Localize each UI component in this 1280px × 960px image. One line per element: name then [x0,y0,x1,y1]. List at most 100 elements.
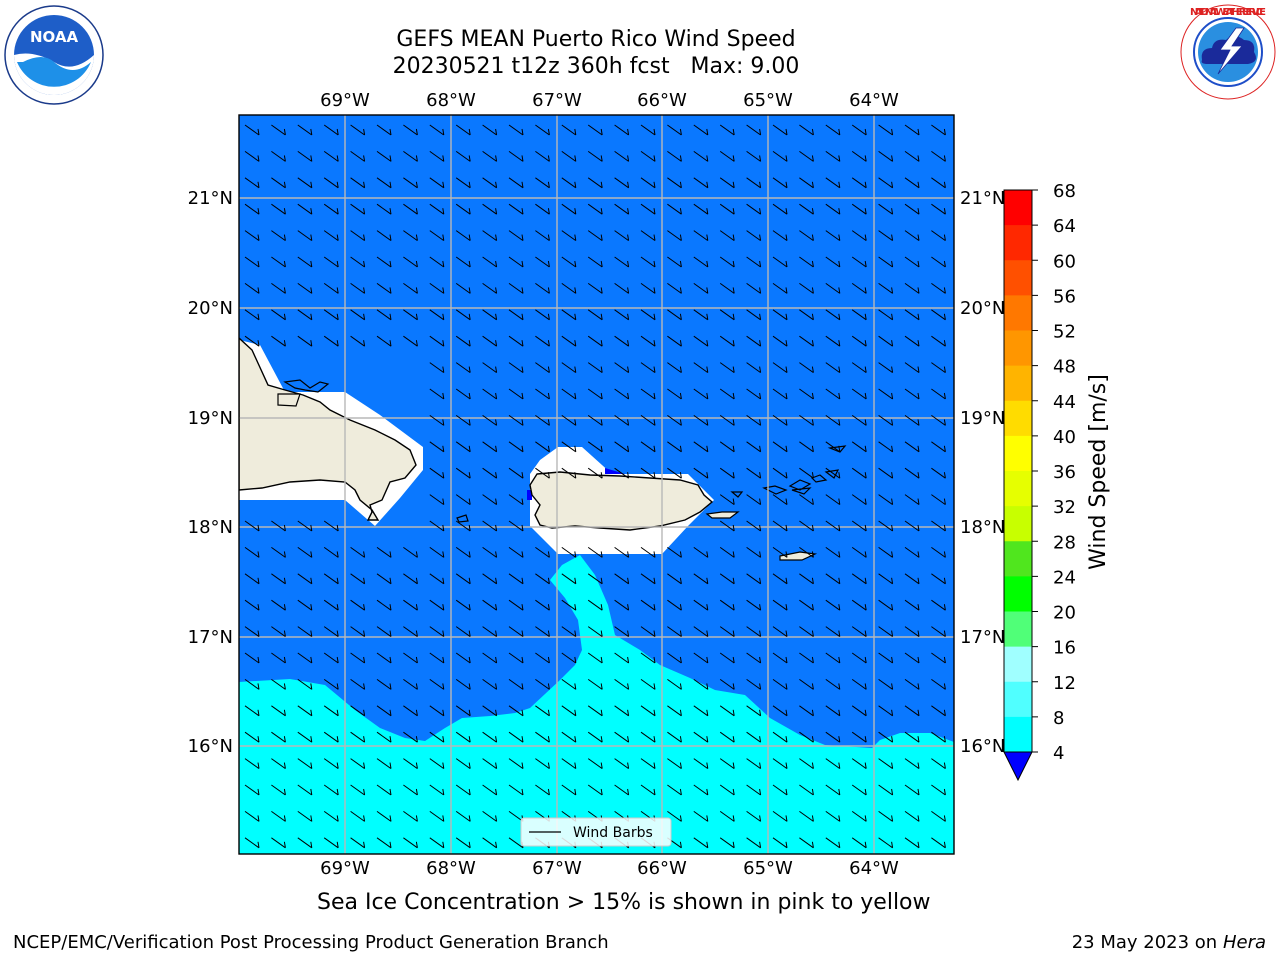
wind-barb [904,230,920,242]
colorbar-segment [1004,506,1032,542]
wind-barb [482,652,498,664]
wind-barb [693,731,709,743]
wind-barb [746,810,762,822]
wind-barb [904,203,920,215]
lat-tick-label-right: 19°N [960,408,1005,429]
wind-barb [323,626,339,638]
wind-barb [323,573,339,585]
wind-barb [693,256,709,268]
wind-barb [640,731,656,743]
wind-barb [904,520,920,532]
wind-barb [508,230,524,242]
wind-barb [825,652,841,664]
wind-barb [772,282,788,294]
wind-barb [271,177,286,189]
wind-barb [640,388,656,400]
wind-barb [931,309,946,321]
island-caicos [283,379,330,393]
wind-barb [746,573,762,585]
wind-barb [482,758,498,770]
wind-barb [799,441,814,453]
wind-barb [904,414,920,426]
wind-barb [640,124,656,136]
wind-barb [429,494,445,506]
wind-barb [878,784,894,796]
wind-barb [244,150,260,162]
wind-barb [746,731,762,743]
wind-barb [772,705,788,717]
wind-barb [429,230,445,242]
wind-barb [587,678,603,690]
wind-barb [667,282,682,294]
wind-barb [376,705,392,717]
wind-barb [904,388,920,400]
wind-barb [799,282,814,294]
wind-barb [772,467,788,479]
wind-barb [667,414,682,426]
wind-barb [587,467,603,479]
wind-barb [587,441,603,453]
wind-barb [244,230,260,242]
wind-barb [429,705,445,717]
wind-barb [851,309,867,321]
colorbar-tick-label: 68 [1053,181,1076,202]
wind-barb [772,256,788,268]
wind-barb [931,256,946,268]
wind-barb [693,388,709,400]
wind-barb [561,441,577,453]
wind-barb [772,837,788,849]
wind-barb [772,150,788,162]
wind-barb [455,414,471,426]
wind-barb [455,150,471,162]
wind-barb [799,494,814,506]
wind-barb [535,573,550,585]
wind-barb [376,652,392,664]
wind-barb [455,520,471,532]
wind-barb [244,837,260,849]
wind-barb [429,678,445,690]
wind-barb [772,203,788,215]
wind-barb [323,230,339,242]
wind-barb [851,124,867,136]
wind-barb [350,256,366,268]
wind-barb [403,150,418,162]
colorbar-tick-label: 36 [1053,462,1076,483]
wind-barb [772,758,788,770]
wind-barb [904,124,920,136]
wind-barb [271,309,286,321]
wind-barb [772,678,788,690]
wind-barb [799,758,814,770]
wind-barb [851,626,867,638]
wind-barb [429,309,445,321]
wind-barb [931,546,946,558]
wind-barb [878,626,894,638]
wind-barb [799,467,814,479]
wind-barb [746,335,762,347]
wind-barb [825,599,841,611]
legend-label: Wind Barbs [573,825,653,841]
wind-barb [799,784,814,796]
wind-barb [640,758,656,770]
wind-barb [825,626,841,638]
lat-tick-label-left: 18°N [188,517,233,538]
wind-barb [244,520,260,532]
wind-barb [271,731,286,743]
wind-barb [403,256,418,268]
wind-barb [904,731,920,743]
wind-barb [904,626,920,638]
wind-barb [719,177,735,189]
wind-barb [825,362,841,374]
wind-barb [904,784,920,796]
wind-barb [825,705,841,717]
wind-barb [271,520,286,532]
wind-barb [772,731,788,743]
wind-barb [851,467,867,479]
wind-barb [297,520,313,532]
lon-tick-label-top: 69°W [320,90,370,111]
wind-barb [535,467,550,479]
wind-barb [561,282,577,294]
wind-barb [482,467,498,479]
wind-barb [667,626,682,638]
colorbar-tick-label: 40 [1053,427,1076,448]
wind-barb [455,467,471,479]
